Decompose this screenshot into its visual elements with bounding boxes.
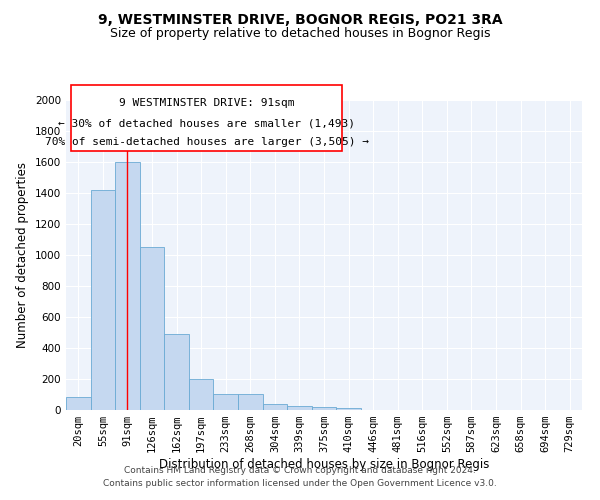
Text: 9 WESTMINSTER DRIVE: 91sqm: 9 WESTMINSTER DRIVE: 91sqm <box>119 98 295 108</box>
X-axis label: Distribution of detached houses by size in Bognor Regis: Distribution of detached houses by size … <box>159 458 489 471</box>
Text: ← 30% of detached houses are smaller (1,493): ← 30% of detached houses are smaller (1,… <box>58 118 355 128</box>
Text: 9, WESTMINSTER DRIVE, BOGNOR REGIS, PO21 3RA: 9, WESTMINSTER DRIVE, BOGNOR REGIS, PO21… <box>98 12 502 26</box>
FancyBboxPatch shape <box>71 84 342 151</box>
Bar <box>91 190 115 410</box>
Bar <box>336 408 361 410</box>
Bar <box>263 404 287 410</box>
Text: Contains HM Land Registry data © Crown copyright and database right 2024.
Contai: Contains HM Land Registry data © Crown c… <box>103 466 497 487</box>
Bar <box>189 379 214 410</box>
Bar <box>312 407 336 410</box>
Text: 70% of semi-detached houses are larger (3,505) →: 70% of semi-detached houses are larger (… <box>44 138 368 147</box>
Bar <box>66 397 91 410</box>
Bar <box>238 394 263 410</box>
Text: Size of property relative to detached houses in Bognor Regis: Size of property relative to detached ho… <box>110 28 490 40</box>
Bar <box>115 162 140 410</box>
Bar <box>140 247 164 410</box>
Bar <box>214 394 238 410</box>
Y-axis label: Number of detached properties: Number of detached properties <box>16 162 29 348</box>
Bar <box>287 406 312 410</box>
Bar <box>164 334 189 410</box>
